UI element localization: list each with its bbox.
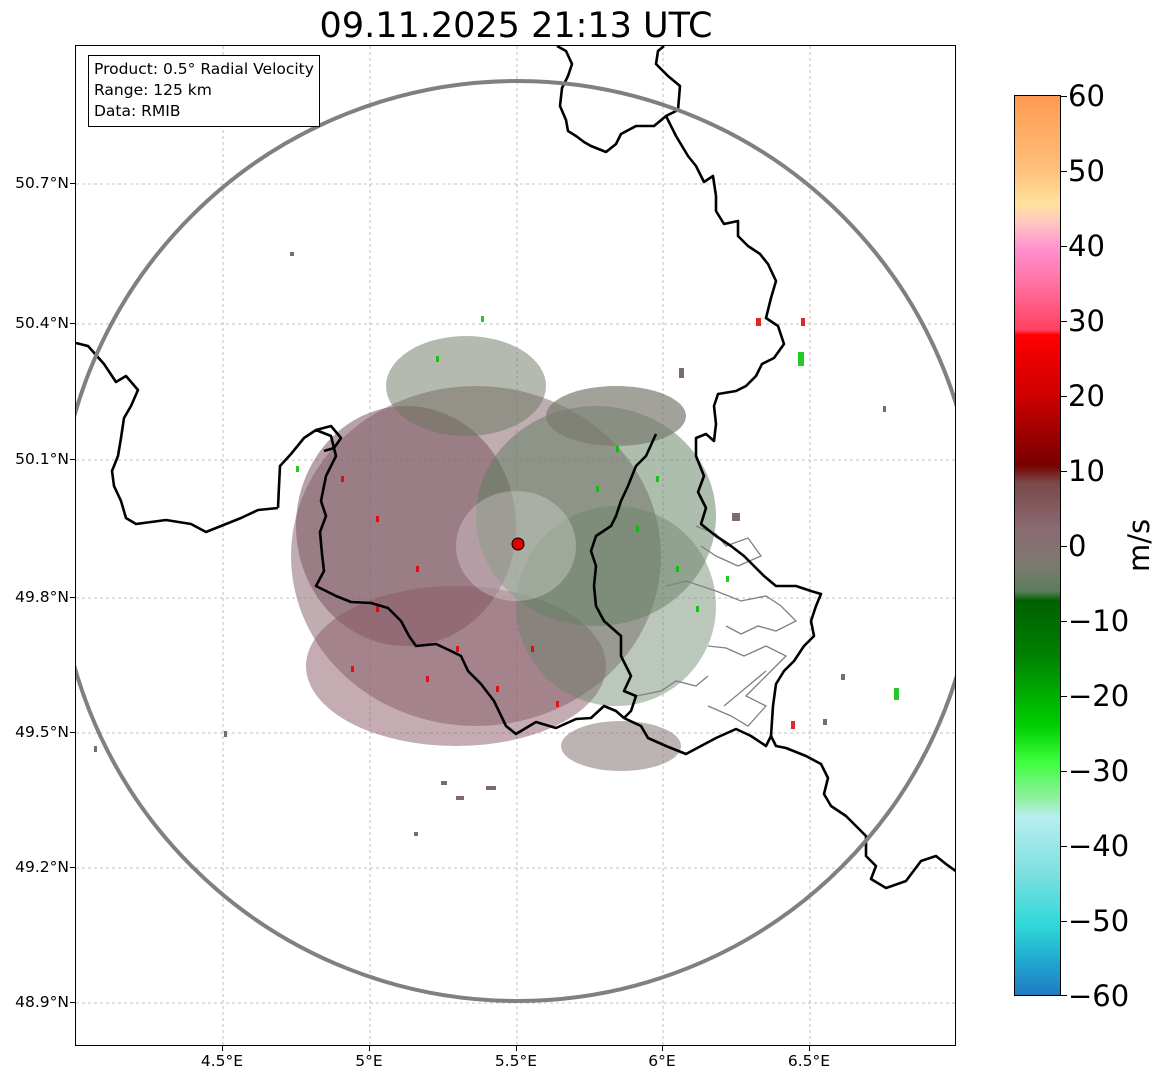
colorbar-tick-mark xyxy=(1061,96,1067,97)
lat-tick-label: 50.1°N xyxy=(15,450,69,468)
colorbar-tick-mark xyxy=(1061,846,1067,847)
lon-tick-label: 5.5°E xyxy=(494,1052,538,1070)
colorbar-tick-mark xyxy=(1061,321,1067,322)
lat-tick-mark xyxy=(70,867,75,868)
lon-tick-mark xyxy=(222,1046,223,1051)
product-info-box: Product: 0.5° Radial Velocity Range: 125… xyxy=(88,55,320,127)
lat-tick-mark xyxy=(70,597,75,598)
colorbar-tick-mark xyxy=(1061,171,1067,172)
lon-tick-label: 6°E xyxy=(648,1052,676,1070)
colorbar-tick-label: 10 xyxy=(1068,454,1105,488)
radar-map-canvas xyxy=(76,46,955,1045)
colorbar-tick-label: 20 xyxy=(1068,379,1105,413)
lon-tick-label: 6.5°E xyxy=(787,1052,831,1070)
colorbar-tick-label: −50 xyxy=(1068,904,1130,938)
lat-tick-label: 49.2°N xyxy=(15,858,69,876)
echo-outliers xyxy=(94,252,886,836)
lat-tick-label: 49.5°N xyxy=(15,723,69,741)
colorbar-tick-mark xyxy=(1061,246,1067,247)
lat-tick-mark xyxy=(70,323,75,324)
radar-echoes xyxy=(291,336,716,771)
colorbar-tick-mark xyxy=(1061,621,1067,622)
echo-speckles-red xyxy=(341,318,805,729)
lat-tick-label: 48.9°N xyxy=(15,993,69,1011)
colorbar-tick-label: −10 xyxy=(1068,604,1130,638)
colorbar-tick-label: −60 xyxy=(1068,979,1130,1013)
colorbar-tick-label: −30 xyxy=(1068,754,1130,788)
lat-tick-mark xyxy=(70,459,75,460)
colorbar-tick-mark xyxy=(1061,995,1067,996)
colorbar-tick-mark xyxy=(1061,396,1067,397)
admin-borders xyxy=(635,525,798,727)
lat-tick-mark xyxy=(70,183,75,184)
colorbar-tick-label: 0 xyxy=(1068,529,1087,563)
colorbar-gradient xyxy=(1015,96,1060,995)
radar-site-marker[interactable] xyxy=(511,537,525,551)
lon-tick-label: 4.5°E xyxy=(200,1052,244,1070)
colorbar-tick-mark xyxy=(1061,471,1067,472)
lon-tick-mark xyxy=(662,1046,663,1051)
lon-tick-mark xyxy=(369,1046,370,1051)
radar-map[interactable] xyxy=(75,45,956,1046)
colorbar-unit-label: m/s xyxy=(1122,518,1156,572)
country-borders xyxy=(76,46,955,890)
map-title: 09.11.2025 21:13 UTC xyxy=(319,6,713,46)
lon-tick-label: 5°E xyxy=(355,1052,383,1070)
colorbar-tick-label: 60 xyxy=(1068,79,1105,113)
lat-tick-label: 50.7°N xyxy=(15,174,69,192)
colorbar-tick-mark xyxy=(1061,696,1067,697)
lat-tick-label: 49.8°N xyxy=(15,588,69,606)
colorbar-tick-mark xyxy=(1061,771,1067,772)
lon-tick-mark xyxy=(516,1046,517,1051)
range-ring xyxy=(76,79,955,1003)
lat-tick-label: 50.4°N xyxy=(15,314,69,332)
colorbar-tick-label: 50 xyxy=(1068,154,1105,188)
colorbar-tick-label: 40 xyxy=(1068,229,1105,263)
lat-tick-mark xyxy=(70,732,75,733)
product-label: Product: 0.5° Radial Velocity xyxy=(94,60,314,78)
range-label: Range: 125 km xyxy=(94,81,212,99)
velocity-colorbar xyxy=(1014,95,1061,996)
lon-tick-mark xyxy=(809,1046,810,1051)
colorbar-tick-label: −20 xyxy=(1068,679,1130,713)
data-source-label: Data: RMIB xyxy=(94,102,181,120)
echo-speckles-green xyxy=(296,316,899,700)
colorbar-tick-label: 30 xyxy=(1068,304,1105,338)
colorbar-tick-mark xyxy=(1061,921,1067,922)
lat-tick-mark xyxy=(70,1002,75,1003)
colorbar-tick-label: −40 xyxy=(1068,829,1130,863)
colorbar-tick-mark xyxy=(1061,546,1067,547)
